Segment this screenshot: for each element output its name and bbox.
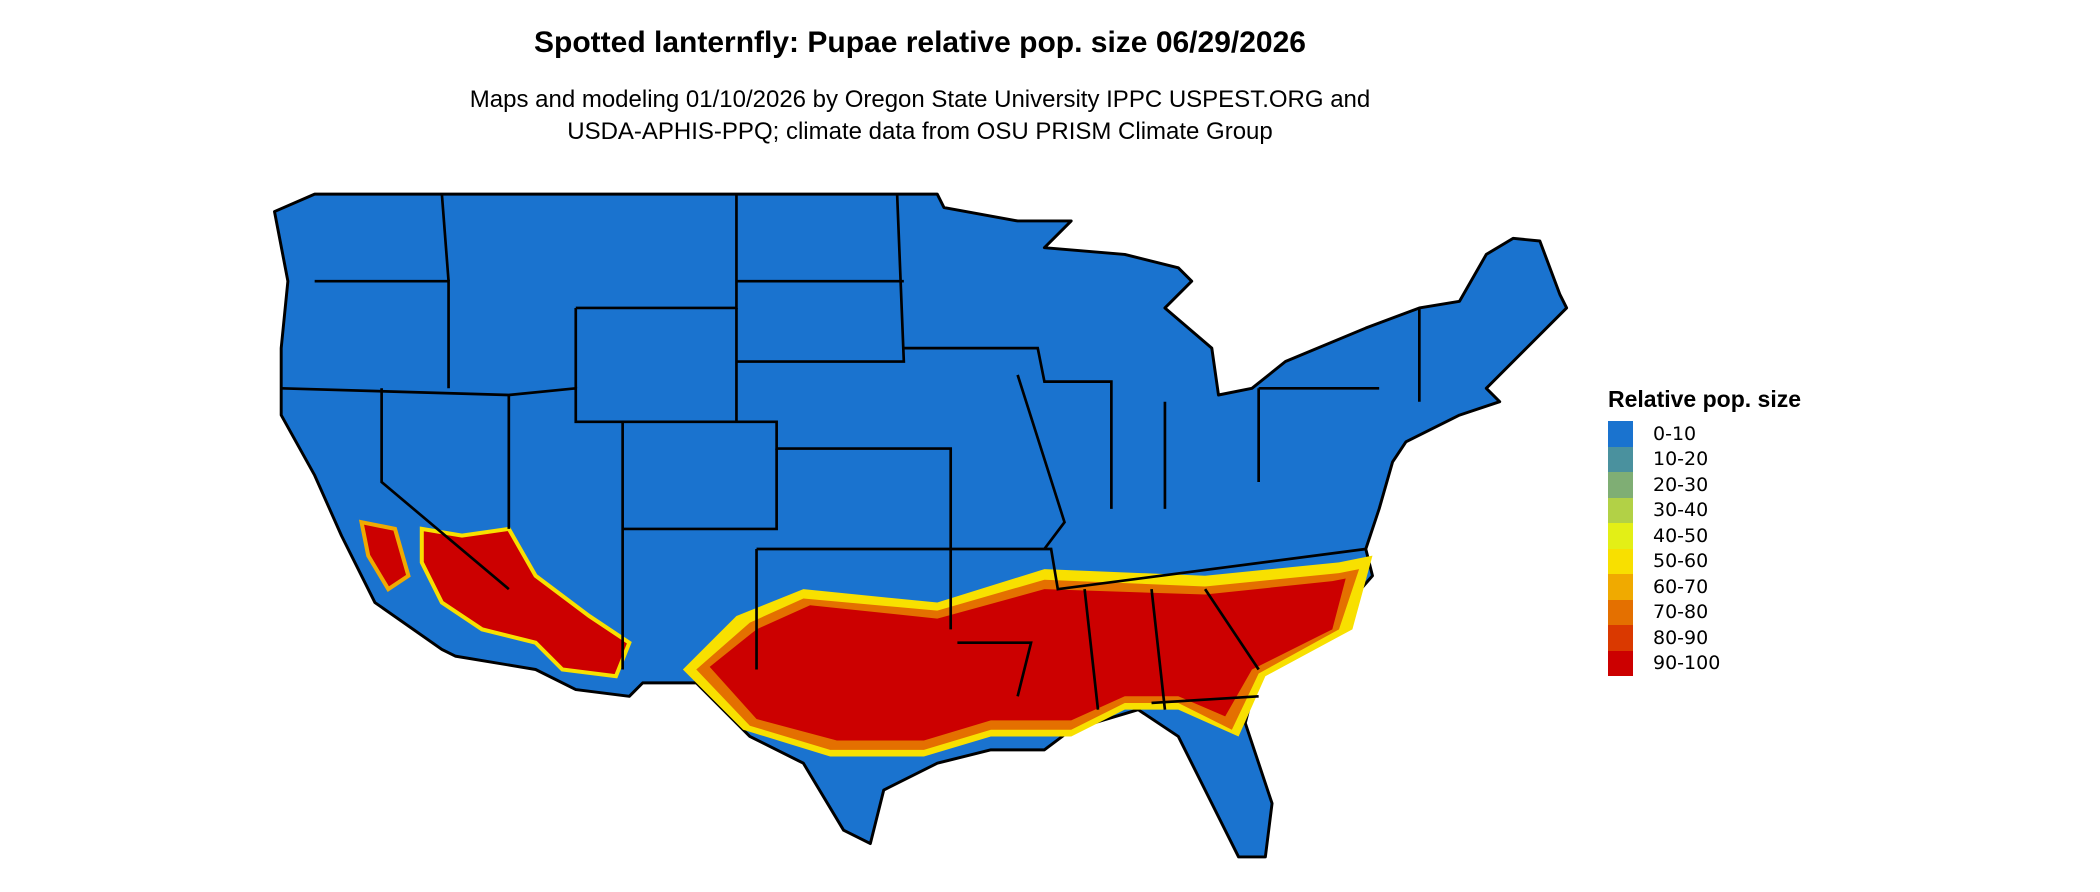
legend-label: 40-50 (1653, 524, 1709, 547)
legend-swatch (1608, 599, 1633, 625)
legend-swatch (1608, 497, 1633, 523)
subtitle-line-2: USDA-APHIS-PPQ; climate data from OSU PR… (567, 118, 1273, 145)
legend-item: 30-40 (1608, 497, 1801, 523)
map-title: Spotted lanternfly: Pupae relative pop. … (534, 26, 1306, 59)
legend-swatch (1608, 574, 1633, 600)
subtitle-line-1: Maps and modeling 01/10/2026 by Oregon S… (469, 86, 1371, 113)
legend-item: 0-10 (1608, 421, 1801, 447)
legend-item: 10-20 (1608, 446, 1801, 472)
legend-swatch (1608, 446, 1633, 472)
legend-label: 30-40 (1653, 499, 1709, 522)
legend-swatch (1608, 472, 1633, 498)
legend-item: 50-60 (1608, 548, 1801, 574)
state-borders (281, 194, 1421, 710)
legend-label: 90-100 (1653, 652, 1721, 675)
legend-item: 80-90 (1608, 625, 1801, 651)
legend-label: 50-60 (1653, 550, 1709, 573)
conus-outline (273, 192, 1569, 859)
legend-swatch (1608, 625, 1633, 651)
legend-label: 0-10 (1653, 422, 1697, 445)
legend-label: 20-30 (1653, 473, 1709, 496)
legend-swatch (1608, 650, 1633, 676)
legend: Relative pop. size 0-10 10-20 20-30 30-40 40… (1608, 386, 1801, 676)
legend-swatch (1608, 548, 1633, 574)
legend-label: 10-20 (1653, 448, 1709, 471)
california-patch (358, 519, 411, 592)
legend-item: 90-100 (1608, 650, 1801, 676)
map-subtitle: Maps and modeling 01/10/2026 by Oregon S… (0, 84, 1840, 148)
legend-swatch (1608, 523, 1633, 549)
legend-item: 20-30 (1608, 472, 1801, 498)
legend-item: 40-50 (1608, 523, 1801, 549)
legend-item: 60-70 (1608, 574, 1801, 600)
legend-label: 80-90 (1653, 626, 1709, 649)
legend-label: 70-80 (1653, 601, 1709, 624)
legend-label: 60-70 (1653, 575, 1709, 598)
legend-title: Relative pop. size (1608, 386, 1802, 412)
legend-swatch (1608, 421, 1633, 447)
legend-item: 70-80 (1608, 599, 1801, 625)
